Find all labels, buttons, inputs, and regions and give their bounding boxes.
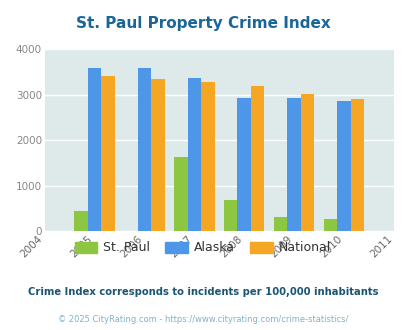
Bar bbox=[350, 98, 363, 231]
Bar bbox=[187, 78, 200, 231]
Bar bbox=[224, 200, 237, 231]
Bar bbox=[250, 86, 264, 231]
Bar bbox=[87, 68, 101, 231]
Bar bbox=[323, 219, 337, 231]
Bar bbox=[151, 79, 164, 231]
Bar bbox=[237, 98, 250, 231]
Bar bbox=[287, 98, 300, 231]
Bar bbox=[101, 76, 115, 231]
Text: St. Paul Property Crime Index: St. Paul Property Crime Index bbox=[75, 16, 330, 31]
Bar bbox=[174, 157, 187, 231]
Bar bbox=[273, 217, 287, 231]
Bar bbox=[137, 68, 151, 231]
Text: Crime Index corresponds to incidents per 100,000 inhabitants: Crime Index corresponds to incidents per… bbox=[28, 287, 377, 297]
Bar bbox=[200, 82, 214, 231]
Text: © 2025 CityRating.com - https://www.cityrating.com/crime-statistics/: © 2025 CityRating.com - https://www.city… bbox=[58, 314, 347, 324]
Bar bbox=[337, 101, 350, 231]
Bar bbox=[300, 93, 313, 231]
Bar bbox=[74, 211, 87, 231]
Legend: St. Paul, Alaska, National: St. Paul, Alaska, National bbox=[70, 236, 335, 259]
